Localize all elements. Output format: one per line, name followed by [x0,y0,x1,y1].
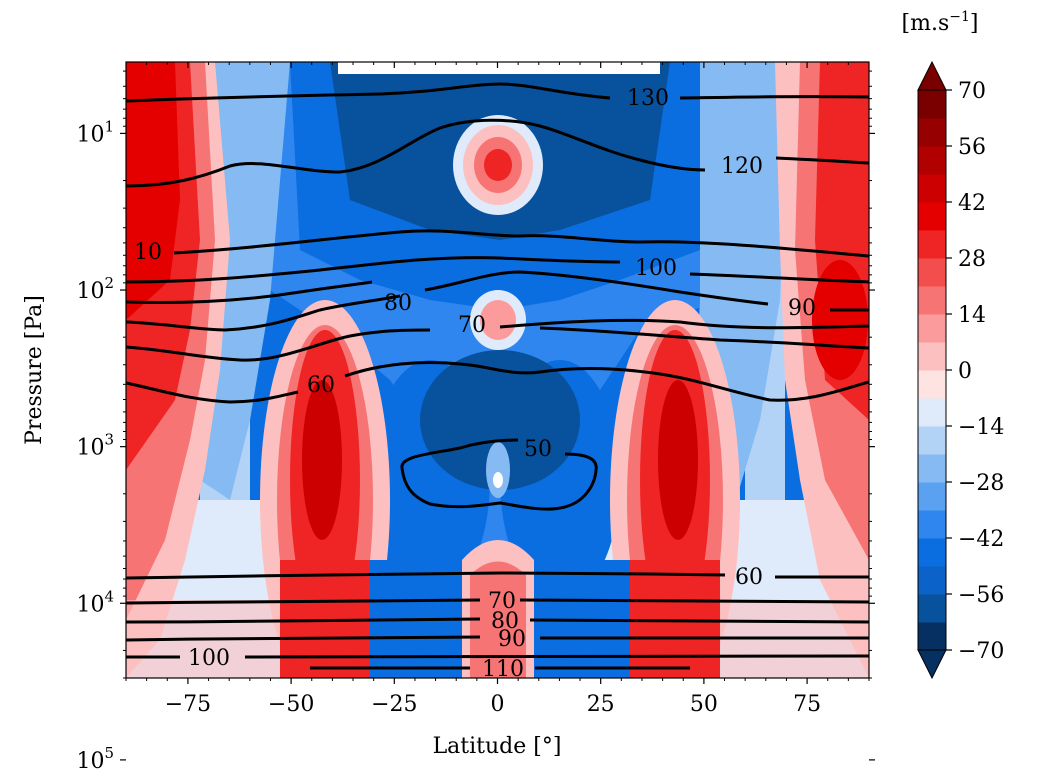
colorbar-segment [918,622,946,651]
colorbar-segment [918,454,946,483]
colorbar-segment [918,286,946,315]
colorbar-segment [918,538,946,567]
y-tick-label: 102 [76,274,114,304]
contour-label: 60 [735,565,763,590]
contour-label: 90 [788,296,816,321]
x-tick-label: 25 [587,692,615,717]
colorbar-extend-min [917,649,947,680]
contour-label: 70 [488,589,516,614]
colorbar-segment [918,174,946,203]
colorbar-tick-label: −14 [958,415,1004,440]
contour-label: 90 [498,627,526,652]
colorbar-tick-label: 70 [958,79,986,104]
y-tick-label: 103 [76,431,114,461]
colorbar-segment [918,146,946,175]
colorbar-tick-label: 14 [958,303,986,328]
x-tick-label: −50 [268,692,314,717]
colorbar-segment [918,370,946,399]
y-axis-label: Pressure [Pa] [22,295,47,445]
y-tick-label: 104 [76,587,114,617]
temperature-contours [126,82,869,670]
colorbar-segment [918,566,946,595]
contour-label: 80 [491,609,519,634]
colorbar-units: [m.s−1] [902,9,979,36]
colorbar-extend-max [917,60,947,91]
colorbar-tick-label: 0 [958,359,972,384]
contour-label: 10 [134,240,162,265]
contour-label: 70 [458,313,486,338]
y-tick-label: 105 [76,744,114,774]
colorbar-segment [918,510,946,539]
colorbar-tick-label: 42 [958,191,986,216]
colorbar-tick-label: 28 [958,247,986,272]
contour-label: 100 [635,256,677,281]
colorbar-segment [918,398,946,427]
colorbar-segment [918,342,946,371]
contour-label: 80 [384,291,412,316]
colorbar: 70 56 42 28 14 0 −14 −28 −42 −56 −70 [917,60,1004,680]
colorbar-tick-label: −56 [958,583,1004,608]
y-axis: 101 102 103 104 105 [76,70,875,774]
colorbar-tick-label: −28 [958,471,1004,496]
contour-labels: 130 120 10 100 90 80 70 60 50 60 70 80 9… [134,86,816,682]
colorbar-segment [918,594,946,623]
colorbar-segment [918,90,946,119]
colorbar-segment [918,426,946,455]
colorbar-tick-label: −42 [958,527,1004,552]
colorbar-tick-label: 56 [958,135,986,160]
x-tick-label: 0 [491,692,505,717]
colorbar-tick-label: −70 [958,639,1004,664]
x-tick-label: −75 [165,692,211,717]
contour-label: 120 [721,154,763,179]
x-axis: −75 −50 −25 0 25 50 75 [125,62,870,717]
y-tick-label: 101 [76,117,114,147]
x-tick-label: 75 [793,692,821,717]
x-tick-label: −25 [371,692,417,717]
colorbar-segment [918,482,946,511]
wind-field [126,62,869,678]
contour-label: 50 [524,437,552,462]
colorbar-segment [918,230,946,259]
x-axis-label: Latitude [°] [433,734,562,759]
contour-label: 60 [307,373,335,398]
contour-label: 100 [188,646,230,671]
colorbar-segment [918,118,946,147]
colorbar-segment [918,314,946,343]
colorbar-segment [918,258,946,287]
colorbar-segment [918,202,946,231]
x-tick-label: 50 [690,692,718,717]
contour-label: 130 [627,86,669,111]
